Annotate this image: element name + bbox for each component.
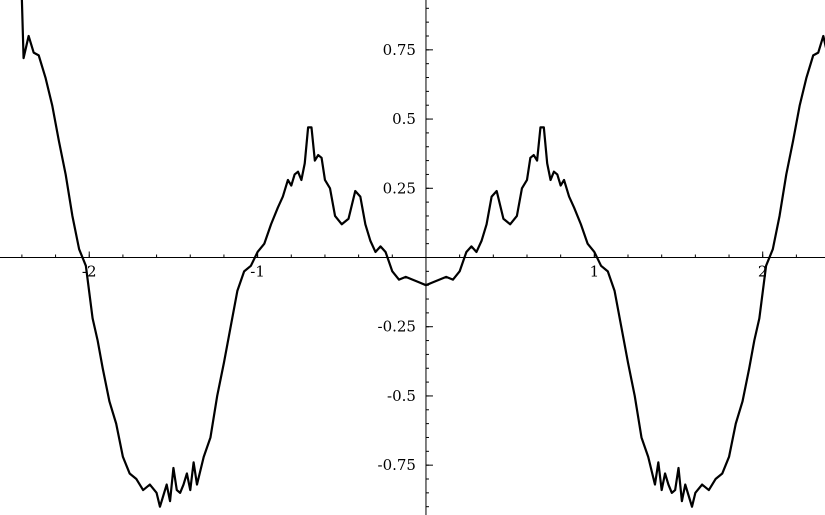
tick-labels: -2 -1 1 2 0.75 0.5 0.25 -0.25 -0.5 -0.75: [82, 41, 768, 474]
y-tick-label: -0.5: [387, 387, 416, 405]
y-tick-label: 0.25: [383, 179, 416, 197]
series-line: [20, 0, 825, 508]
x-tick-label: -2: [82, 263, 97, 281]
y-tick-label: -0.75: [378, 456, 416, 474]
x-tick-label: 2: [758, 263, 768, 281]
x-tick-label: -1: [250, 263, 265, 281]
y-tick-label: 0.75: [383, 41, 416, 59]
x-tick-label: 1: [590, 263, 600, 281]
y-tick-label: 0.5: [392, 110, 416, 128]
y-tick-label: -0.25: [378, 318, 416, 336]
